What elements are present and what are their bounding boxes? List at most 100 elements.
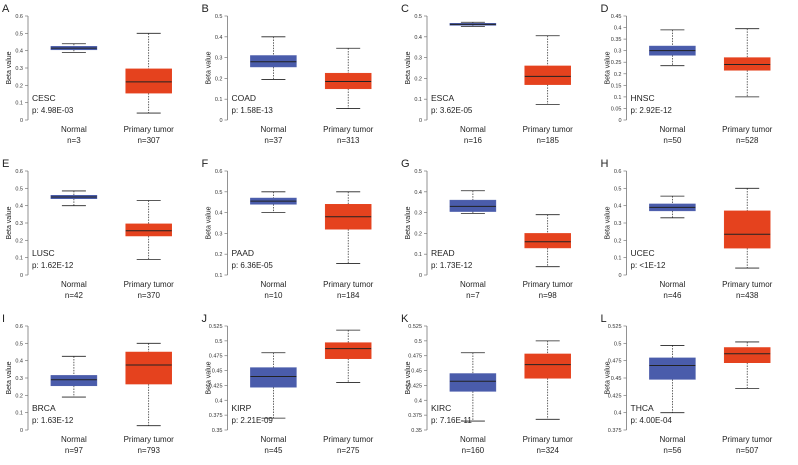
y-tick-label: 0.475 (608, 359, 622, 365)
cancer-type-label: HNSC (631, 93, 655, 103)
group-name: Primary tumor (722, 435, 773, 444)
normal-group: Normal n=56 (649, 345, 696, 455)
normal-group: Normal n=42 (50, 190, 98, 300)
group-name: Primary tumor (323, 280, 374, 289)
iqr-box (524, 65, 571, 85)
group-name: Primary tumor (523, 280, 574, 289)
y-tick-label: 0.3 (414, 56, 422, 62)
tumor-group: Primary tumor n=438 (722, 187, 773, 300)
y-tick-label: 0.35 (212, 428, 223, 434)
sample-count: n=528 (736, 136, 759, 145)
sample-count: n=97 (65, 446, 84, 455)
p-value-label: p: 1.73E-12 (431, 261, 473, 270)
y-tick-label: 0 (419, 273, 422, 279)
p-value-label: p: 4.98E-03 (32, 106, 74, 115)
sample-count: n=16 (464, 136, 483, 145)
y-tick-label: 0.4 (414, 190, 422, 196)
normal-group: Normal n=10 (250, 191, 297, 300)
normal-group: Normal n=3 (50, 43, 98, 145)
y-tick-label: 0.1 (15, 101, 23, 107)
cancer-type-label: CESC (32, 93, 56, 103)
iqr-box (723, 210, 771, 249)
y-tick-label: 0.425 (608, 393, 622, 399)
y-tick-label: 0.4 (414, 398, 422, 404)
y-axis-label: Beta value (6, 206, 13, 239)
group-name: Normal (61, 125, 87, 134)
y-tick-label: 0.425 (209, 383, 223, 389)
y-axis-label: Beta value (605, 206, 612, 239)
group-name: Normal (460, 125, 486, 134)
y-tick-label: 0.2 (215, 252, 223, 258)
group-name: Normal (660, 280, 686, 289)
cancer-type-label: PAAD (232, 248, 255, 258)
sample-count: n=185 (536, 136, 559, 145)
sample-count: n=7 (466, 291, 480, 300)
y-tick-label: 0 (618, 273, 621, 279)
y-tick-label: 0.2 (414, 231, 422, 237)
group-name: Primary tumor (124, 435, 175, 444)
y-tick-label: 0.5 (215, 190, 223, 196)
tumor-group: Primary tumor n=793 (124, 342, 175, 455)
sample-count: n=370 (137, 291, 160, 300)
sample-count: n=56 (663, 446, 682, 455)
panel-i: I 0 0.1 0.2 0.3 0.4 0.5 0.6 Beta value Normal n=97… (2, 313, 174, 455)
panel-b: B 0 0.1 0.2 0.3 0.4 0.5 Beta value Normal n=37 Pri… (202, 3, 374, 145)
iqr-box (449, 373, 497, 392)
y-tick-label: 0.4 (614, 411, 622, 417)
panel-letter: L (601, 313, 607, 325)
p-value-label: p: 6.36E-05 (232, 261, 274, 270)
p-value-label: p: 4.00E-04 (631, 416, 673, 425)
group-name: Primary tumor (523, 435, 574, 444)
panel-letter: C (401, 3, 409, 15)
y-tick-label: 0 (419, 118, 422, 124)
cancer-type-label: LUSC (32, 248, 55, 258)
iqr-box (125, 223, 172, 237)
panel-letter: E (2, 158, 9, 170)
sample-count: n=307 (137, 136, 160, 145)
y-tick-label: 0.525 (209, 324, 223, 330)
y-tick-label: 0.45 (611, 14, 622, 20)
sample-count: n=184 (337, 291, 360, 300)
panel-c: C 0 0.1 0.2 0.3 0.4 0.5 Beta value Normal n=16 Pri… (401, 3, 573, 145)
group-name: Primary tumor (124, 125, 175, 134)
sample-count: n=324 (536, 446, 559, 455)
cancer-type-label: ESCA (431, 93, 454, 103)
panel-f: F 0.1 0.2 0.3 0.4 0.5 0.6 Beta value Normal n=10 P… (202, 158, 374, 300)
panel-letter: I (2, 313, 5, 325)
p-value-label: p: 1.58E-13 (232, 106, 274, 115)
normal-group: Normal n=160 (449, 352, 497, 455)
normal-group: Normal n=97 (50, 355, 98, 455)
panel-letter: G (401, 158, 410, 170)
y-tick-label: 0 (20, 428, 23, 434)
y-axis-label: Beta value (405, 51, 412, 84)
cancer-type-label: UCEC (631, 248, 655, 258)
y-tick-label: 0.6 (15, 169, 23, 175)
iqr-box (250, 367, 297, 388)
panel-letter: F (202, 158, 209, 170)
y-tick-label: 0.3 (215, 231, 223, 237)
iqr-box (723, 347, 771, 363)
panel-j: J 0.35 0.375 0.4 0.425 0.45 0.475 0.5 0.525 Beta … (202, 313, 374, 455)
y-tick-label: 0 (20, 118, 23, 124)
tumor-group: Primary tumor n=507 (722, 341, 773, 455)
y-tick-label: 0.5 (614, 186, 622, 192)
y-tick-label: 0.1 (414, 252, 422, 258)
y-tick-label: 0.5 (414, 169, 422, 175)
sample-count: n=46 (663, 291, 682, 300)
panel-e: E 0 0.1 0.2 0.3 0.4 0.5 0.6 Beta value Normal n=42… (2, 158, 174, 300)
cancer-type-label: THCA (631, 403, 654, 413)
y-tick-label: 0.4 (15, 49, 23, 55)
sample-count: n=275 (337, 446, 360, 455)
y-tick-label: 0.3 (15, 221, 23, 227)
group-name: Normal (460, 435, 486, 444)
panel-letter: D (601, 3, 609, 15)
y-tick-label: 0.15 (611, 83, 622, 89)
panel-h: H 0 0.1 0.2 0.3 0.4 0.5 0.6 Beta value Normal n=46… (601, 158, 773, 300)
iqr-box (449, 199, 497, 212)
iqr-box (125, 68, 172, 94)
panel-g: G 0 0.1 0.2 0.3 0.4 0.5 Beta value Normal n=7 Prim… (401, 158, 573, 300)
cancer-type-label: KIRP (232, 403, 252, 413)
normal-group: Normal n=46 (649, 195, 696, 300)
y-tick-label: 0.05 (611, 106, 622, 112)
y-tick-label: 0.5 (15, 31, 23, 37)
